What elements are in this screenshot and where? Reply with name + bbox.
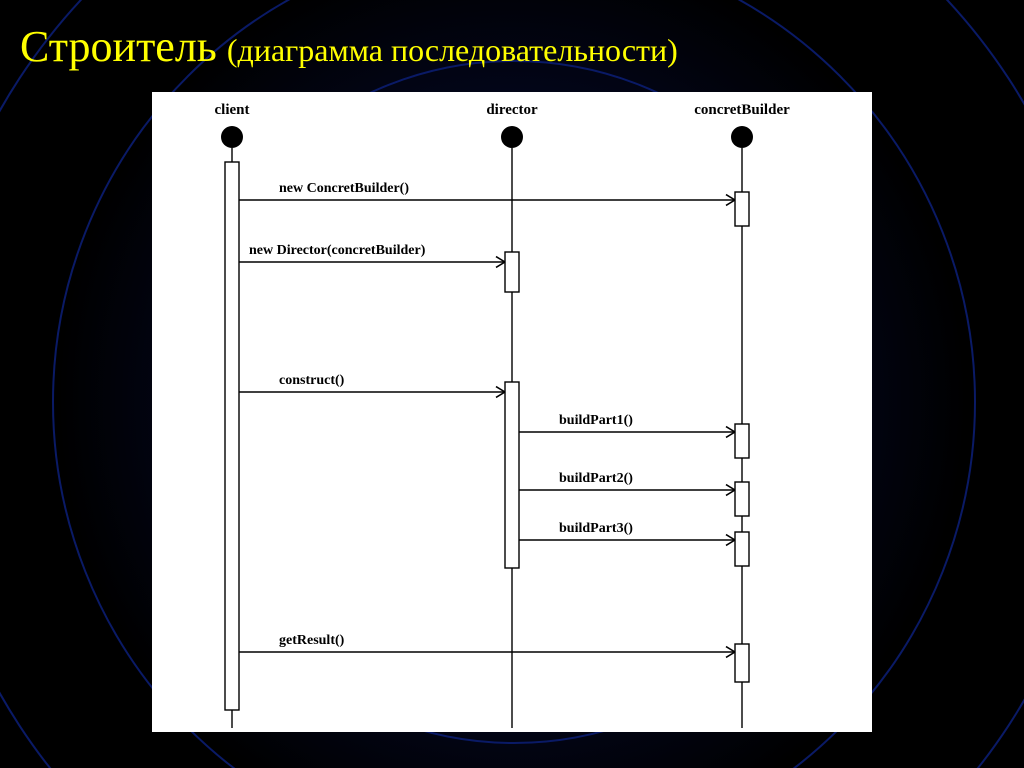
activation-bar — [735, 644, 749, 682]
arrowhead — [496, 262, 505, 267]
activation-bar — [735, 192, 749, 226]
activation-bar — [225, 162, 239, 710]
participant-node — [501, 126, 523, 148]
arrowhead — [496, 392, 505, 397]
arrowhead — [726, 490, 735, 495]
participant-label: concretBuilder — [694, 102, 790, 118]
arrowhead — [726, 432, 735, 437]
arrowhead — [726, 535, 735, 540]
activation-bar — [505, 252, 519, 292]
participant-label: director — [486, 102, 538, 118]
participant-node — [731, 126, 753, 148]
message-label: buildPart1() — [559, 413, 633, 428]
arrowhead — [496, 387, 505, 392]
message-label: buildPart2() — [559, 471, 633, 486]
arrowhead — [726, 200, 735, 205]
title-main: Строитель — [20, 22, 217, 71]
activation-bar — [505, 382, 519, 568]
arrowhead — [726, 485, 735, 490]
participant-node — [221, 126, 243, 148]
title-sub: (диаграмма последовательности) — [227, 32, 678, 68]
message-label: getResult() — [279, 633, 345, 648]
activation-bar — [735, 424, 749, 458]
sequence-diagram-panel: client director concretBuilder new ConcretB… — [152, 92, 872, 732]
arrowhead — [496, 257, 505, 262]
slide-title: Строитель (диаграмма последовательности) — [20, 21, 678, 72]
activation-bar — [735, 482, 749, 516]
sequence-diagram: client director concretBuilder new ConcretB… — [152, 92, 872, 732]
message-label: construct() — [279, 373, 345, 388]
participant-label: client — [215, 102, 250, 118]
arrowhead — [726, 427, 735, 432]
activation-bar — [735, 532, 749, 566]
arrowhead — [726, 540, 735, 545]
slide-stage: Строитель (диаграмма последовательности)… — [0, 0, 1024, 768]
message-label: buildPart3() — [559, 521, 633, 536]
arrowhead — [726, 652, 735, 657]
message-label: new ConcretBuilder() — [279, 181, 409, 196]
arrowhead — [726, 647, 735, 652]
message-label: new Director(concretBuilder) — [249, 243, 426, 258]
arrowhead — [726, 195, 735, 200]
